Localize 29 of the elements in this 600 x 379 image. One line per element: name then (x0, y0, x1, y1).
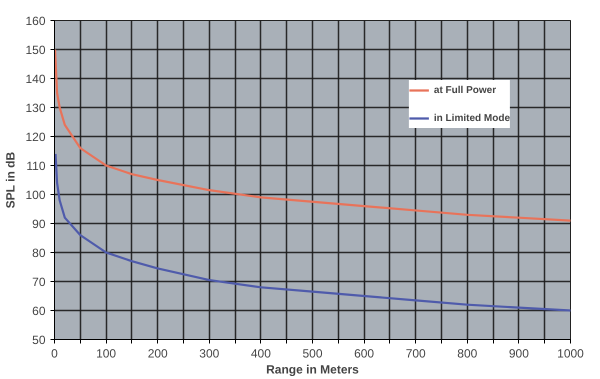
legend-label: in Limited Mode (434, 112, 510, 124)
x-tick-label: 800 (457, 346, 478, 360)
y-tick-label: 100 (25, 188, 46, 202)
x-tick-label: 100 (96, 346, 116, 360)
x-axis-title: Range in Meters (266, 362, 360, 376)
legend-label: at Full Power (434, 84, 496, 96)
y-tick-label: 80 (32, 246, 46, 260)
x-tick-label: 500 (302, 346, 323, 360)
y-tick-label: 160 (25, 14, 46, 28)
y-tick-label: 90 (32, 217, 46, 231)
x-tick-label: 0 (51, 346, 58, 360)
x-tick-label: 1000 (557, 346, 584, 360)
x-tick-label: 900 (508, 346, 530, 360)
x-tick-label: 300 (199, 346, 220, 360)
x-tick-label: 600 (354, 346, 374, 360)
line-series (54, 48, 570, 222)
y-tick-label: 50 (32, 333, 46, 347)
y-axis-title: SPL in dB (3, 152, 18, 208)
y-tick-label: 70 (32, 275, 46, 289)
y-tick-label: 130 (25, 101, 46, 115)
x-tick-label: 400 (250, 346, 272, 360)
y-tick-label: 150 (25, 43, 46, 57)
y-tick-label: 60 (32, 304, 46, 318)
line-series (54, 152, 570, 312)
x-tick-label: 700 (406, 346, 426, 360)
y-tick-label: 140 (25, 72, 46, 86)
y-tick-label: 110 (26, 159, 46, 173)
y-tick-label: 120 (25, 130, 46, 144)
x-tick-label: 200 (148, 346, 168, 360)
